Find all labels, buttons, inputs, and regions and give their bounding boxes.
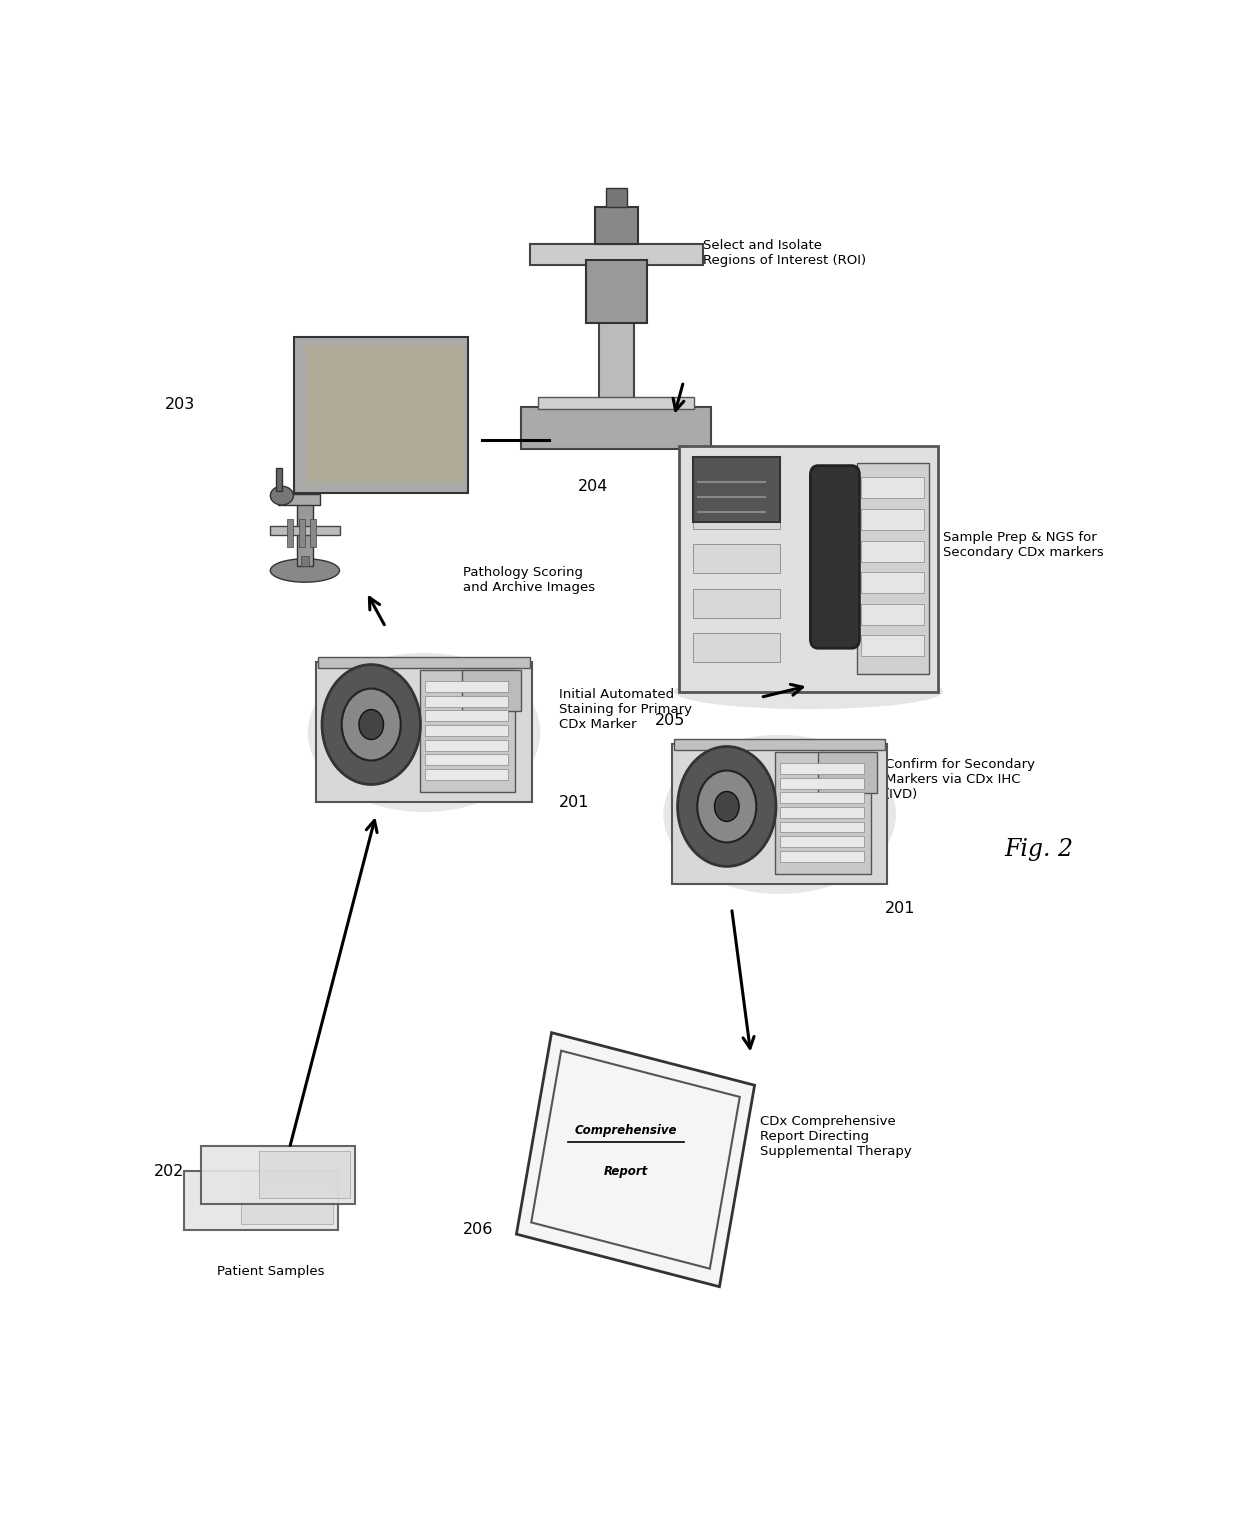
Text: 202: 202 (154, 1164, 184, 1180)
Bar (857, 464, 929, 673)
Bar (817, 752, 877, 793)
Text: Pathology Scoring
and Archive Images: Pathology Scoring and Archive Images (463, 567, 595, 594)
Text: Patient Samples: Patient Samples (217, 1265, 324, 1278)
Bar (424, 710, 508, 722)
Bar (693, 544, 780, 573)
FancyBboxPatch shape (672, 745, 888, 883)
Text: Initial Automated
Staining for Primary
CDx Marker: Initial Automated Staining for Primary C… (559, 687, 692, 731)
Bar (424, 681, 508, 692)
Text: 203: 203 (165, 397, 195, 412)
Polygon shape (259, 1152, 350, 1198)
Text: CDx Comprehensive
Report Directing
Supplemental Therapy: CDx Comprehensive Report Directing Suppl… (760, 1114, 913, 1158)
Bar (780, 763, 864, 774)
Text: 201: 201 (559, 795, 589, 810)
Bar (780, 792, 864, 803)
Text: Sample Prep & NGS for
Secondary CDx markers: Sample Prep & NGS for Secondary CDx mark… (944, 530, 1104, 559)
Text: Fig. 2: Fig. 2 (1004, 838, 1074, 860)
Bar (862, 603, 924, 625)
Bar (599, 260, 634, 407)
Text: 206: 206 (463, 1222, 492, 1237)
FancyBboxPatch shape (316, 663, 532, 801)
Polygon shape (201, 1146, 355, 1204)
Circle shape (677, 746, 776, 866)
Bar (310, 518, 316, 547)
Bar (693, 500, 780, 529)
Bar (693, 458, 780, 521)
Bar (424, 696, 508, 707)
Bar (521, 407, 712, 450)
Bar (862, 572, 924, 593)
Bar (299, 518, 305, 547)
Bar (693, 588, 780, 617)
Bar (529, 243, 703, 264)
FancyBboxPatch shape (516, 1032, 755, 1287)
Bar (862, 477, 924, 499)
Bar (424, 769, 508, 780)
Bar (424, 725, 508, 736)
Ellipse shape (308, 654, 541, 812)
Bar (780, 836, 864, 847)
Bar (463, 670, 521, 711)
Ellipse shape (663, 734, 897, 894)
Bar (270, 526, 340, 535)
Bar (675, 739, 885, 751)
Bar (780, 851, 864, 862)
FancyBboxPatch shape (294, 336, 469, 494)
Bar (780, 807, 864, 818)
Bar (275, 468, 281, 491)
Circle shape (697, 771, 756, 842)
Bar (862, 635, 924, 657)
Bar (538, 397, 694, 409)
Polygon shape (242, 1176, 332, 1224)
Text: Select and Isolate
Regions of Interest (ROI): Select and Isolate Regions of Interest (… (703, 239, 866, 266)
Circle shape (714, 792, 739, 821)
Bar (278, 494, 320, 505)
Text: 205: 205 (655, 713, 684, 728)
Bar (319, 657, 529, 669)
Bar (595, 207, 637, 243)
Bar (423, 401, 450, 468)
Bar (780, 778, 864, 789)
Circle shape (358, 710, 383, 740)
Bar (305, 344, 464, 482)
Bar (424, 754, 508, 765)
Bar (862, 541, 924, 561)
Bar (407, 392, 415, 430)
Bar (301, 556, 309, 565)
Bar (388, 427, 414, 436)
Bar (298, 500, 312, 565)
Bar (420, 670, 515, 792)
Bar (587, 260, 646, 322)
Bar (780, 821, 864, 833)
Text: Comprehensive: Comprehensive (574, 1123, 677, 1137)
Text: 201: 201 (885, 900, 916, 915)
FancyBboxPatch shape (678, 445, 939, 692)
Bar (775, 752, 870, 874)
Bar (424, 740, 508, 751)
Ellipse shape (270, 559, 340, 582)
Ellipse shape (270, 486, 294, 505)
Bar (862, 509, 924, 530)
FancyBboxPatch shape (811, 465, 859, 648)
Bar (531, 1050, 740, 1269)
Text: 204: 204 (578, 479, 608, 494)
Circle shape (342, 689, 401, 760)
Circle shape (322, 664, 420, 784)
Bar (606, 188, 626, 207)
Bar (693, 632, 780, 663)
Bar (288, 518, 294, 547)
Ellipse shape (675, 673, 942, 710)
Polygon shape (184, 1172, 337, 1230)
Text: Report: Report (604, 1164, 649, 1178)
Text: Confirm for Secondary
Markers via CDx IHC
(IVD): Confirm for Secondary Markers via CDx IH… (885, 758, 1035, 801)
